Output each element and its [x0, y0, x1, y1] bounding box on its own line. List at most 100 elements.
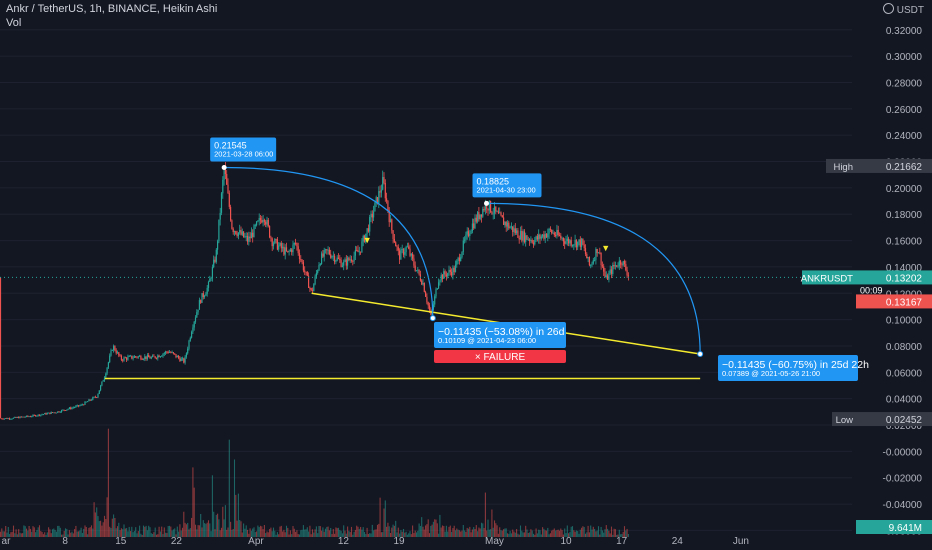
volume-bar — [274, 530, 276, 537]
candle-body — [283, 246, 285, 255]
volume-bar — [140, 533, 142, 537]
candle-body — [332, 255, 334, 257]
volume-bar — [81, 532, 83, 537]
volume-bar — [569, 532, 571, 537]
price-countdown: 00:09 — [860, 285, 883, 295]
candle-body — [150, 357, 152, 359]
candle-body — [461, 251, 463, 258]
volume-bar — [296, 530, 298, 537]
candle-body — [457, 257, 459, 261]
candle-body — [547, 233, 549, 238]
volume-bar — [123, 524, 125, 537]
volume-bar — [318, 525, 320, 537]
volume-bar — [512, 529, 514, 537]
volume-bar — [111, 518, 113, 537]
volume-bar — [313, 532, 315, 537]
candle-body — [383, 177, 385, 183]
last-price-tag: ANKRUSDT 0.13202 — [801, 270, 932, 285]
candle-body — [317, 270, 319, 273]
candle-body — [231, 220, 233, 229]
candle-body — [434, 296, 436, 305]
candle-body — [236, 234, 238, 236]
volume-bar — [116, 526, 119, 537]
candle-body — [140, 355, 142, 360]
tag-value-box — [856, 294, 932, 309]
volume-bar — [497, 533, 499, 537]
volume-bar — [336, 528, 338, 537]
candle-body — [558, 235, 561, 236]
time-tick-label: 22 — [171, 536, 183, 547]
candle-body — [323, 250, 325, 257]
volume-bar — [252, 528, 254, 537]
volume-bar — [374, 529, 376, 537]
candle-body — [167, 352, 169, 353]
candle-body — [178, 356, 180, 358]
volume-bar — [447, 531, 449, 537]
candle-body — [324, 249, 327, 251]
candle-body — [506, 222, 509, 227]
candle-body — [357, 250, 359, 253]
volume-bar — [380, 532, 382, 537]
volume-bar — [44, 532, 46, 537]
candle-body — [97, 393, 99, 398]
candle-body — [102, 380, 104, 382]
candle-body — [614, 265, 616, 267]
candle-body — [89, 399, 91, 401]
volume-bar — [20, 533, 22, 537]
candle-body — [172, 352, 174, 354]
candle-body — [76, 405, 78, 407]
volume-bar — [353, 532, 355, 537]
volume-bar — [404, 532, 406, 537]
candle-body — [115, 350, 117, 354]
volume-bar — [27, 530, 29, 537]
candle-body — [396, 246, 398, 248]
candle-body — [592, 260, 594, 264]
volume-bar — [293, 528, 295, 537]
volume-bar — [495, 523, 497, 537]
volume-bar — [179, 524, 181, 537]
candle-body — [284, 247, 286, 255]
volume-bar — [36, 530, 38, 537]
candle-body — [116, 352, 119, 354]
volume-bar — [254, 532, 256, 537]
volume-bar — [428, 533, 431, 537]
volume-value-tag: 9.641M — [856, 520, 932, 534]
candle-body — [439, 280, 441, 283]
volume-bar — [194, 524, 197, 537]
candle-body — [168, 352, 171, 353]
candle-body — [314, 276, 316, 285]
candle-body — [35, 415, 37, 417]
candle-body — [198, 300, 200, 310]
candle-body — [339, 258, 341, 261]
candle-body — [565, 241, 567, 244]
candle-body — [305, 271, 307, 273]
tag-value-box — [856, 158, 932, 173]
volume-bar — [309, 525, 311, 537]
volume-bar — [110, 527, 112, 537]
volume-bar — [243, 523, 245, 537]
volume-bar — [305, 529, 307, 537]
high-price-tag: High 0.21662 — [826, 158, 932, 173]
candle-body — [578, 239, 580, 242]
candle-body — [6, 418, 8, 419]
volume-bar — [616, 534, 618, 537]
candle-body — [275, 239, 277, 240]
volume-bar — [275, 534, 277, 537]
candle-body — [401, 249, 403, 250]
volume-bar — [571, 526, 574, 537]
candle-body — [479, 214, 481, 220]
volume-bar — [170, 526, 172, 537]
candle-body — [241, 231, 243, 235]
candle-body — [561, 237, 563, 239]
candle-body — [92, 397, 94, 400]
volume-bar — [536, 533, 538, 537]
volume-bar — [414, 530, 416, 537]
candle-body — [64, 410, 67, 411]
volume-bar — [139, 525, 141, 537]
price-tick-label: 0.08000 — [886, 342, 923, 353]
currency-selector[interactable]: USDT — [882, 3, 924, 16]
candle-body — [319, 263, 321, 265]
volume-bar — [350, 526, 353, 537]
candle-body — [375, 197, 377, 203]
